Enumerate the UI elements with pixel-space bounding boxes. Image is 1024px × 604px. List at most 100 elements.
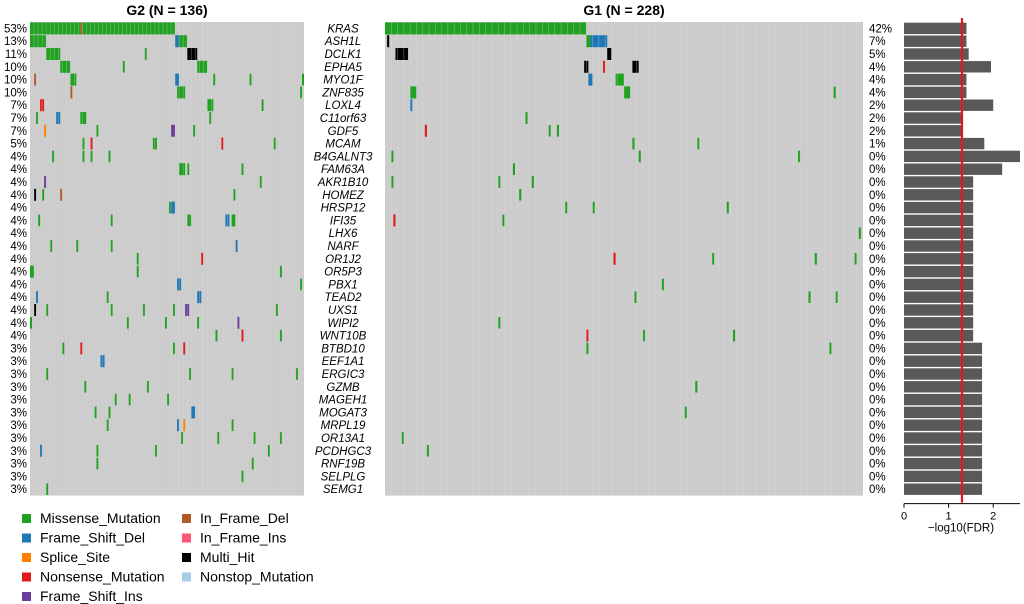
mutation-cell — [259, 176, 262, 188]
fdr-bar — [904, 342, 983, 355]
gene-label: ERGIC3 — [322, 369, 365, 381]
mutation-cell — [261, 99, 264, 111]
percent-label: 0% — [869, 267, 886, 279]
mutation-cell — [221, 137, 224, 150]
mutation-cell — [498, 317, 501, 329]
gene-label: EEF1A1 — [322, 356, 365, 368]
mutation-cell — [191, 406, 196, 419]
gene-label: DCLK1 — [324, 49, 361, 61]
mutation-cell — [233, 189, 236, 201]
percent-label: 0% — [869, 215, 886, 227]
percent-label: 3% — [10, 420, 27, 432]
mutation-cell — [80, 22, 83, 35]
mutation-cell — [173, 304, 176, 316]
mutation-cell — [231, 368, 234, 380]
percent-label: 4% — [869, 87, 886, 99]
percent-label: 2% — [869, 113, 886, 125]
fdr-bar — [904, 265, 974, 278]
mutation-cell — [695, 381, 698, 393]
mutation-cell — [82, 22, 176, 35]
mutation-cell — [586, 329, 589, 342]
gene-label: LOXL4 — [325, 100, 361, 112]
gene-label: LHX6 — [329, 228, 358, 240]
mutation-cell — [40, 444, 43, 457]
mutation-cell — [241, 470, 244, 483]
mutation-cell — [624, 86, 631, 99]
mutation-cell — [395, 48, 409, 60]
mutation-cell — [733, 329, 736, 342]
g1-heatmap — [385, 22, 863, 496]
gene-label: OR5P3 — [324, 267, 362, 279]
mutation-cell — [410, 99, 413, 112]
legend-item: In_Frame_Del — [182, 510, 289, 526]
legend-label: In_Frame_Ins — [200, 530, 286, 546]
mutation-cell — [642, 329, 645, 342]
mutation-cell — [122, 61, 125, 73]
mutation-cell — [136, 253, 139, 265]
mutation-cell — [34, 304, 37, 316]
legend-label: Missense_Mutation — [40, 510, 161, 526]
percent-label: 0% — [869, 420, 886, 432]
fdr-bar-chart: 0 1 2−log10(FDR) — [901, 18, 1020, 535]
percent-label: 3% — [10, 407, 27, 419]
gene-labels: KRASASH1LDCLK1EPHA5MYO1FZNF835LOXL4C11or… — [314, 23, 373, 496]
legend-item: In_Frame_Ins — [182, 530, 286, 546]
mutation-cell — [531, 176, 534, 188]
fdr-bar — [904, 406, 983, 419]
mutation-cell — [110, 304, 113, 316]
mutation-cell — [197, 60, 208, 73]
mutation-cell — [108, 406, 111, 419]
fdr-bar — [904, 73, 967, 86]
legend-item: Nonsense_Mutation — [22, 569, 165, 585]
mutation-cell — [525, 112, 528, 124]
fdr-tick-label: 2 — [990, 511, 996, 523]
mutation-cell — [30, 265, 35, 278]
mutation-cell — [171, 124, 176, 137]
percent-label: 4% — [10, 331, 27, 343]
mutation-cell — [142, 304, 145, 316]
percent-label: 3% — [10, 343, 27, 355]
fdr-bar — [904, 227, 974, 239]
legend-swatch — [182, 572, 191, 582]
legend-item: Missense_Mutation — [22, 510, 161, 526]
percent-label: 0% — [869, 305, 886, 317]
gene-label: MCAM — [325, 139, 361, 151]
fdr-bar — [904, 355, 983, 367]
percent-label: 0% — [869, 446, 886, 458]
mutation-cell — [279, 432, 282, 444]
mutation-cell — [128, 393, 131, 406]
mutation-cell — [34, 188, 37, 201]
percent-label: 10% — [4, 87, 27, 99]
mutation-cell — [634, 291, 637, 303]
percent-label: 13% — [4, 36, 27, 48]
mutation-cell — [592, 201, 595, 214]
percent-label: 3% — [10, 471, 27, 483]
mutation-cell — [96, 125, 99, 137]
percent-label: 0% — [869, 318, 886, 330]
mutation-cell — [34, 73, 37, 86]
percent-label: 5% — [869, 49, 886, 61]
legend-item: Splice_Site — [22, 549, 110, 565]
percent-label: 4% — [869, 62, 886, 74]
fdr-bar — [904, 329, 974, 342]
mutation-cell — [835, 291, 838, 303]
percent-label: 0% — [869, 382, 886, 394]
mutation-cell — [80, 342, 83, 355]
percent-label: 4% — [10, 203, 27, 215]
fdr-bar — [904, 214, 974, 227]
fdr-bar — [904, 381, 983, 393]
mutation-cell — [90, 150, 93, 163]
g1-panel-title: G1 (N = 228) — [583, 2, 664, 18]
legend-item: Frame_Shift_Del — [22, 530, 145, 546]
mutation-cell — [36, 291, 39, 304]
percent-label: 4% — [869, 75, 886, 87]
cell-gridlines — [391, 22, 857, 496]
percent-label: 2% — [869, 126, 886, 138]
mutation-cell — [30, 317, 33, 329]
mutation-cell — [154, 137, 157, 150]
mutation-cell — [36, 112, 39, 124]
mutation-cell — [808, 291, 811, 303]
percent-label: 4% — [10, 164, 27, 176]
mutation-cell — [46, 368, 49, 380]
gene-label: HRSP12 — [321, 203, 366, 215]
